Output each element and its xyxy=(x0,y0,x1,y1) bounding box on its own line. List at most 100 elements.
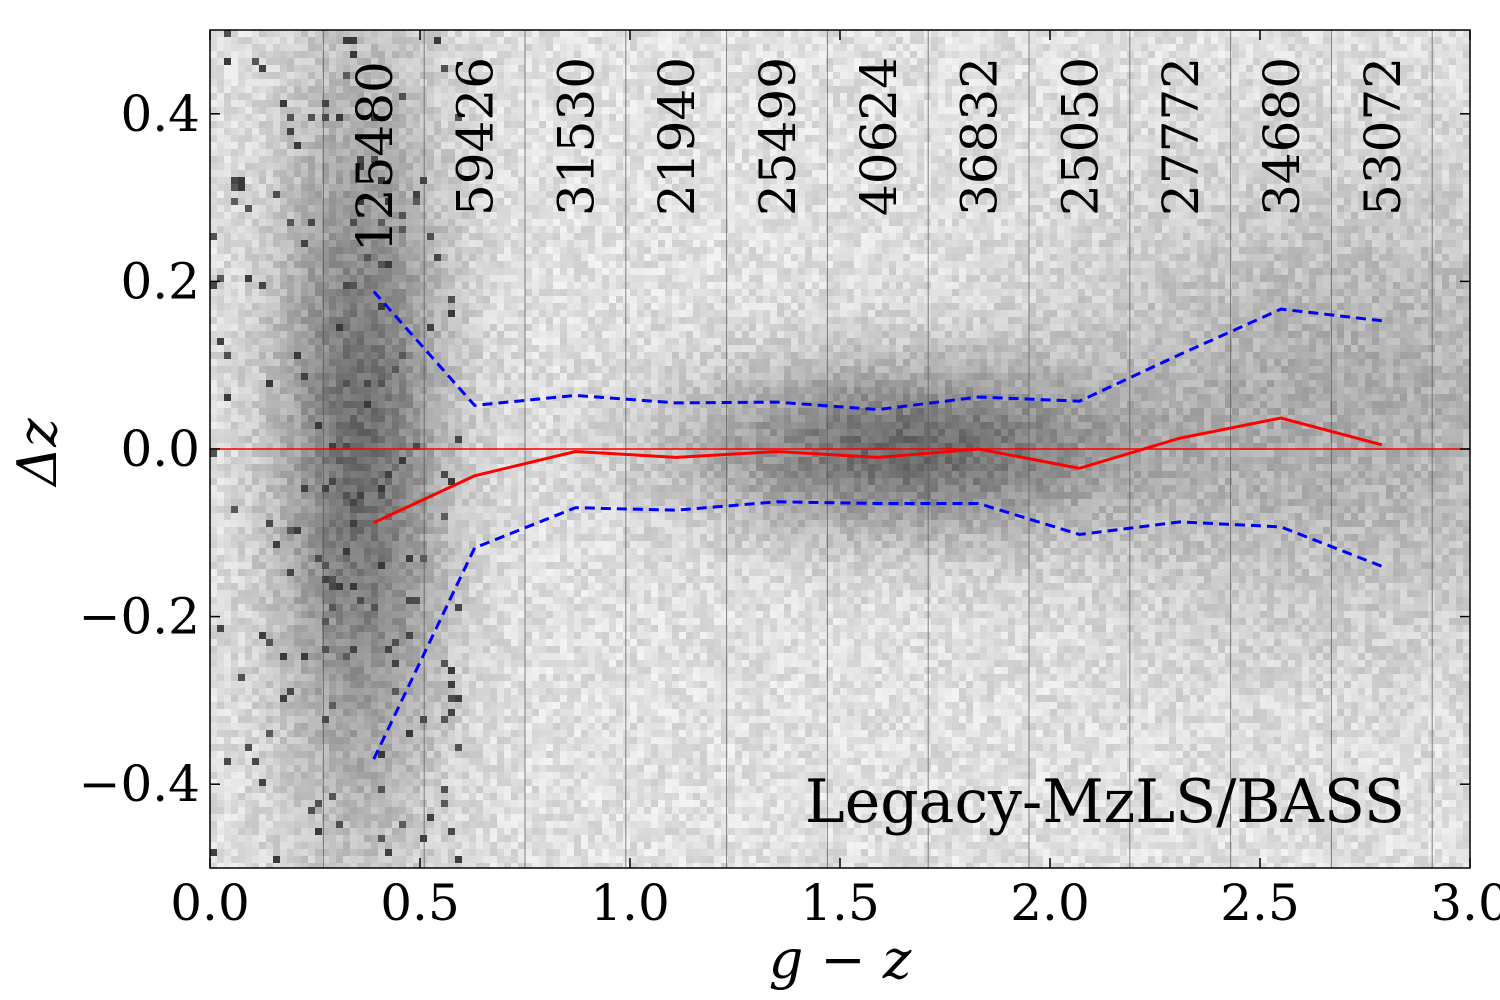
density-cell xyxy=(469,660,476,667)
density-cell xyxy=(315,723,322,730)
density-cell xyxy=(427,359,434,366)
density-cell xyxy=(441,849,448,856)
density-cell xyxy=(238,86,245,93)
density-cell xyxy=(322,338,329,345)
density-cell xyxy=(392,863,399,868)
density-cell xyxy=(308,793,315,800)
density-cell xyxy=(266,380,273,387)
density-cell xyxy=(490,828,497,835)
density-cell xyxy=(231,863,238,868)
density-cell xyxy=(329,716,336,723)
density-cell xyxy=(420,261,427,268)
density-cell xyxy=(231,856,238,863)
density-cell xyxy=(476,282,483,289)
density-cell xyxy=(273,457,280,464)
density-cell xyxy=(287,730,294,737)
density-cell xyxy=(322,786,329,793)
density-cell xyxy=(266,128,273,135)
density-cell xyxy=(406,856,413,863)
density-cell xyxy=(343,93,350,100)
density-cell xyxy=(378,688,385,695)
density-cell xyxy=(343,674,350,681)
density-cell xyxy=(238,296,245,303)
density-cell xyxy=(392,282,399,289)
density-cell xyxy=(371,170,378,177)
density-cell xyxy=(483,527,490,534)
density-cell xyxy=(364,450,371,457)
density-cell xyxy=(273,569,280,576)
density-cell xyxy=(322,646,329,653)
density-cell xyxy=(336,408,343,415)
density-cell xyxy=(308,569,315,576)
density-cell xyxy=(490,51,497,58)
density-cell xyxy=(252,856,259,863)
density-cell xyxy=(483,44,490,51)
density-cell xyxy=(497,387,504,394)
density-cell xyxy=(455,44,462,51)
density-cell xyxy=(350,317,357,324)
density-cell xyxy=(343,205,350,212)
density-cell xyxy=(469,373,476,380)
density-cell xyxy=(224,590,231,597)
density-cell xyxy=(427,576,434,583)
density-cell xyxy=(399,359,406,366)
density-cell xyxy=(385,30,392,37)
density-cell xyxy=(273,765,280,772)
density-cell xyxy=(371,618,378,625)
density-cell xyxy=(448,765,455,772)
density-cell xyxy=(210,380,217,387)
density-cell xyxy=(490,779,497,786)
density-cell xyxy=(266,345,273,352)
density-cell xyxy=(280,492,287,499)
density-cell xyxy=(315,282,322,289)
density-cell xyxy=(462,716,469,723)
density-cell xyxy=(364,527,371,534)
density-cell xyxy=(476,310,483,317)
density-cell xyxy=(420,93,427,100)
density-cell xyxy=(259,394,266,401)
density-cell xyxy=(406,135,413,142)
density-cell xyxy=(490,65,497,72)
density-cell xyxy=(378,184,385,191)
density-cell xyxy=(434,436,441,443)
density-cell xyxy=(441,156,448,163)
density-cell xyxy=(469,121,476,128)
density-cell xyxy=(455,366,462,373)
density-cell xyxy=(224,541,231,548)
density-cell xyxy=(315,485,322,492)
density-cell xyxy=(224,338,231,345)
density-cell xyxy=(357,814,364,821)
density-cell xyxy=(497,282,504,289)
density-cell xyxy=(301,233,308,240)
density-cell xyxy=(378,198,385,205)
density-cell xyxy=(259,268,266,275)
density-cell xyxy=(420,737,427,744)
density-cell xyxy=(476,534,483,541)
density-cell xyxy=(490,359,497,366)
density-cell xyxy=(483,744,490,751)
density-cell xyxy=(399,170,406,177)
density-cell xyxy=(483,408,490,415)
density-cell xyxy=(350,338,357,345)
density-cell xyxy=(322,142,329,149)
density-cell xyxy=(287,345,294,352)
density-cell xyxy=(420,156,427,163)
density-cell xyxy=(448,464,455,471)
density-cell xyxy=(441,576,448,583)
density-cell xyxy=(448,576,455,583)
density-cell xyxy=(329,863,336,868)
density-cell xyxy=(385,520,392,527)
density-cell xyxy=(259,597,266,604)
density-cell xyxy=(343,758,350,765)
density-cell xyxy=(224,625,231,632)
density-cell xyxy=(357,289,364,296)
density-cell xyxy=(406,583,413,590)
density-cell xyxy=(427,212,434,219)
density-cell xyxy=(231,114,238,121)
density-cell xyxy=(490,275,497,282)
density-cell xyxy=(364,737,371,744)
density-cell xyxy=(259,492,266,499)
density-cell xyxy=(420,450,427,457)
density-cell xyxy=(231,324,238,331)
density-cell xyxy=(217,506,224,513)
